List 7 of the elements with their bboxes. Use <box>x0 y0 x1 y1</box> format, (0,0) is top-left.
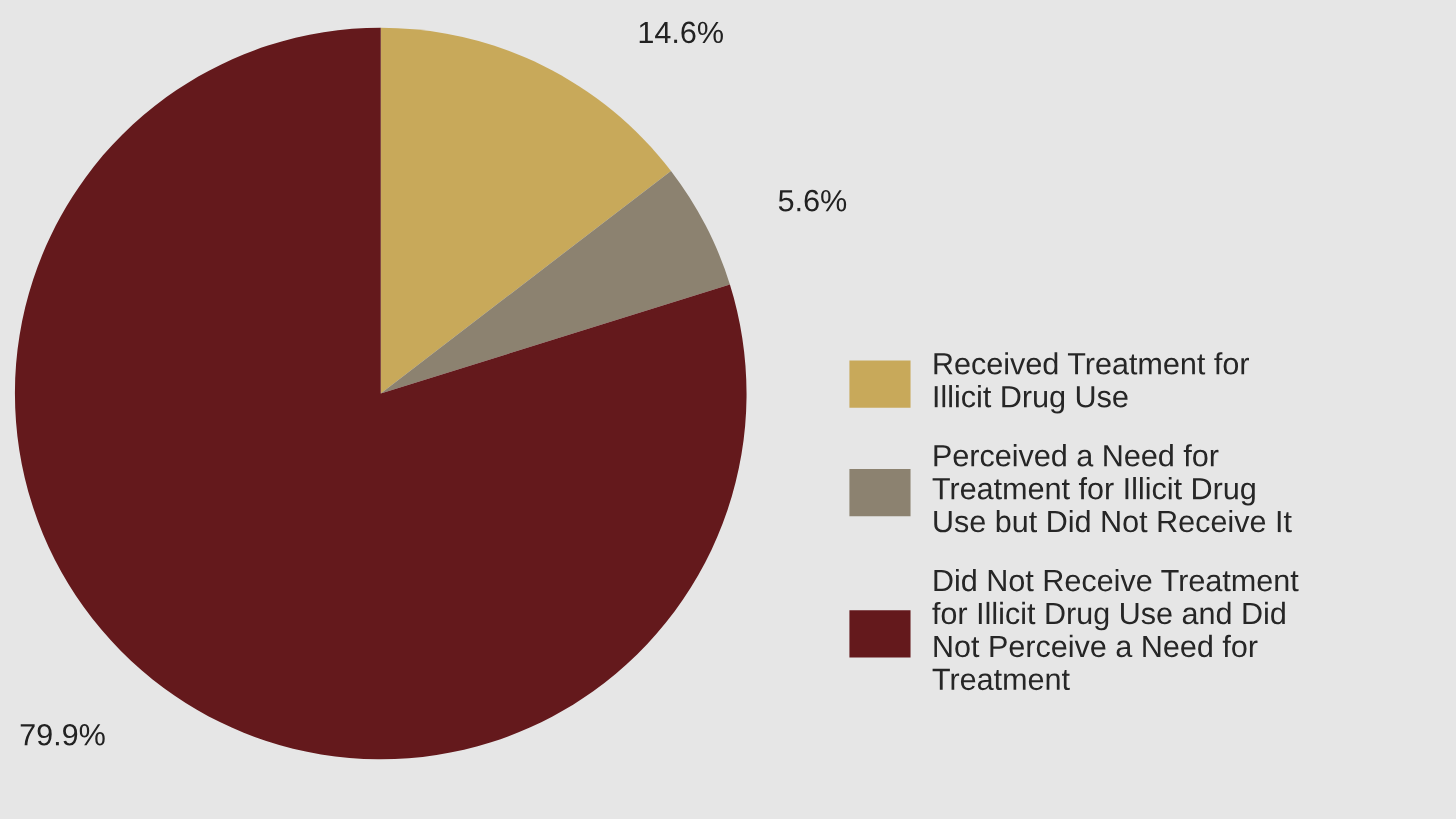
legend-label: Did Not Receive Treatment for Illicit Drug Use and Did Not Perceive a Need for Treatment <box>932 568 1299 691</box>
legend-label: Perceived a Need for Treatment for Illicit Drug Use but Did Not Receive It <box>932 444 1292 533</box>
data-label: 5.6% <box>778 189 847 212</box>
data-label: 14.6% <box>639 21 723 44</box>
pie-slice <box>380 170 730 394</box>
data-label: 79.9% <box>20 723 105 746</box>
legend-label: Received Treatment for Illicit Drug Use <box>934 352 1249 414</box>
